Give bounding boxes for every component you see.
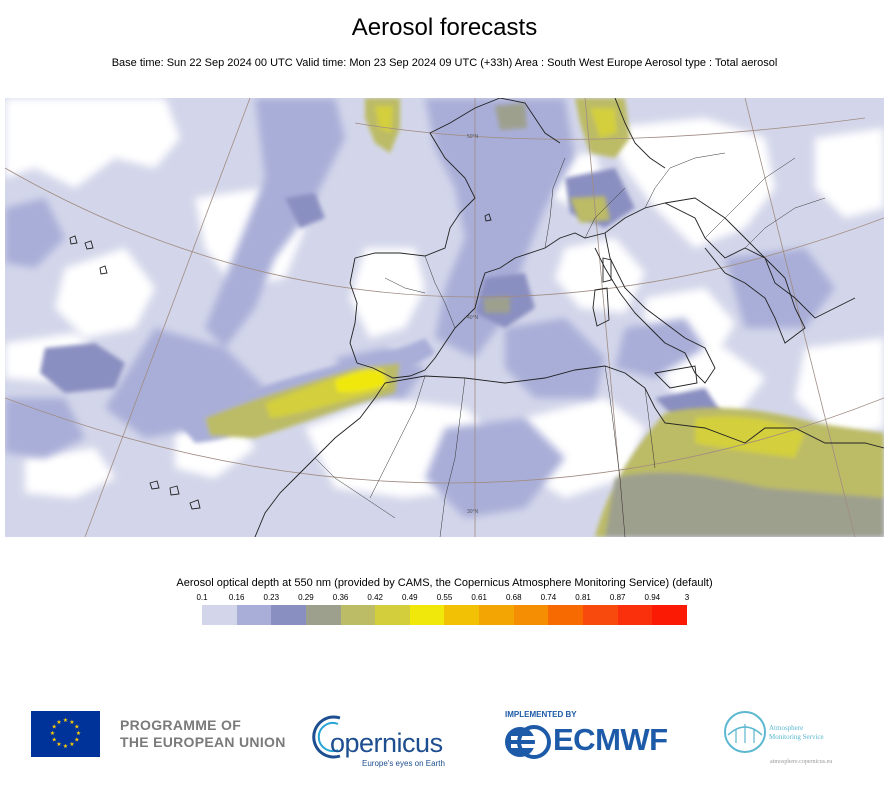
svg-text:★: ★ xyxy=(69,741,74,748)
high-aerosol-streaks xyxy=(40,168,725,428)
svg-text:★: ★ xyxy=(50,730,55,737)
graticule-label-30n: 30°N xyxy=(467,509,479,515)
legend-title: Aerosol optical depth at 550 nm (provide… xyxy=(176,577,713,589)
aerosol-map[interactable]: 50°N 40°N 30°N xyxy=(5,98,884,537)
legend-color-bar xyxy=(202,605,687,625)
cams-name-line1: Atmosphere xyxy=(769,724,804,732)
legend-tick-12: 0.87 xyxy=(609,593,626,602)
legend-tick-10: 0.74 xyxy=(540,593,557,602)
cams-url: atmosphere.copernicus.eu xyxy=(770,759,833,765)
ecmwf-symbol-icon xyxy=(505,725,551,759)
legend-tick-3: 0.29 xyxy=(298,593,314,602)
svg-text:★: ★ xyxy=(69,719,74,726)
legend-tick-2: 0.23 xyxy=(263,593,280,602)
ecmwf-wordmark: ECMWF xyxy=(553,722,668,757)
legend-tick-1: 0.16 xyxy=(228,593,245,602)
graticule-label-40n: 40°N xyxy=(467,315,479,321)
svg-text:★: ★ xyxy=(56,741,61,748)
legend-swatch-4 xyxy=(340,605,376,625)
dust-plume xyxy=(175,98,884,537)
eu-flag-icon: ★ ★ ★ ★ ★ ★ ★ ★ ★ ★ ★ ★ xyxy=(31,711,100,757)
cams-globe-icon xyxy=(724,711,766,753)
legend-tick-0: 0.1 xyxy=(196,593,208,602)
svg-text:★: ★ xyxy=(52,737,57,744)
country-borders xyxy=(314,152,826,537)
svg-text:★: ★ xyxy=(56,719,61,726)
legend-tick-9: 0.68 xyxy=(505,593,522,602)
svg-text:★: ★ xyxy=(74,737,79,744)
svg-text:★: ★ xyxy=(63,717,68,724)
eu-text-line2: THE EUROPEAN UNION xyxy=(120,734,286,750)
footer-logos: ★ ★ ★ ★ ★ ★ ★ ★ ★ ★ ★ ★ PROGRAMME OF THE EUROPEA… xyxy=(0,700,889,770)
legend-tick-11: 0.81 xyxy=(575,593,591,602)
eu-text-line1: PROGRAMME OF xyxy=(120,717,242,733)
legend-swatch-9 xyxy=(513,605,549,625)
legend-tick-6: 0.49 xyxy=(402,593,418,602)
legend-swatch-5 xyxy=(375,605,410,625)
legend-swatch-8 xyxy=(479,605,514,625)
legend-swatch-7 xyxy=(444,605,480,625)
legend-tick-8: 0.61 xyxy=(471,593,487,602)
copernicus-logo: opernicus Europe's eyes on Earth xyxy=(308,710,448,770)
legend-swatch-13 xyxy=(652,605,687,625)
legend-swatch-12 xyxy=(617,605,653,625)
forecast-subtitle: Base time: Sun 22 Sep 2024 00 UTC Valid … xyxy=(111,57,778,69)
copernicus-c-icon xyxy=(312,715,341,759)
legend-tick-7: 0.55 xyxy=(436,593,453,602)
copernicus-wordmark: opernicus xyxy=(330,728,443,758)
ecmwf-logo: ECMWF xyxy=(503,722,693,762)
svg-text:★: ★ xyxy=(52,724,57,731)
legend-swatch-2 xyxy=(271,605,306,625)
legend-tick-14: 3 xyxy=(684,593,690,602)
svg-text:★: ★ xyxy=(76,730,81,737)
svg-text:★: ★ xyxy=(74,724,79,731)
legend-swatch-1 xyxy=(236,605,272,625)
eu-programme-text: PROGRAMME OF THE EUROPEAN UNION xyxy=(120,717,286,751)
legend-swatch-0 xyxy=(202,605,237,625)
svg-text:★: ★ xyxy=(63,743,68,750)
legend-tick-labels: 0.1 0.16 0.23 0.29 0.36 0.42 0.49 0.55 0.61 0.68 0… xyxy=(195,593,695,605)
cams-logo: Atmosphere Monitoring Service atmosphere… xyxy=(722,709,852,765)
implemented-by-label: IMPLEMENTED BY xyxy=(505,710,577,719)
legend-swatch-6 xyxy=(409,605,445,625)
moderate-aerosol-bands xyxy=(5,98,835,518)
legend-swatch-11 xyxy=(583,605,618,625)
graticule-label-50n: 50°N xyxy=(467,134,479,140)
legend-swatch-3 xyxy=(305,605,341,625)
low-aerosol-regions xyxy=(5,98,884,498)
cams-name: Atmosphere Monitoring Service xyxy=(769,724,824,742)
legend-swatch-10 xyxy=(548,605,584,625)
copernicus-tagline: Europe's eyes on Earth xyxy=(362,759,445,768)
cams-name-line2: Monitoring Service xyxy=(769,733,824,741)
page-title: Aerosol forecasts xyxy=(351,14,538,41)
legend-tick-13: 0.94 xyxy=(644,593,661,602)
legend-tick-5: 0.42 xyxy=(367,593,383,602)
legend-tick-4: 0.36 xyxy=(332,593,349,602)
